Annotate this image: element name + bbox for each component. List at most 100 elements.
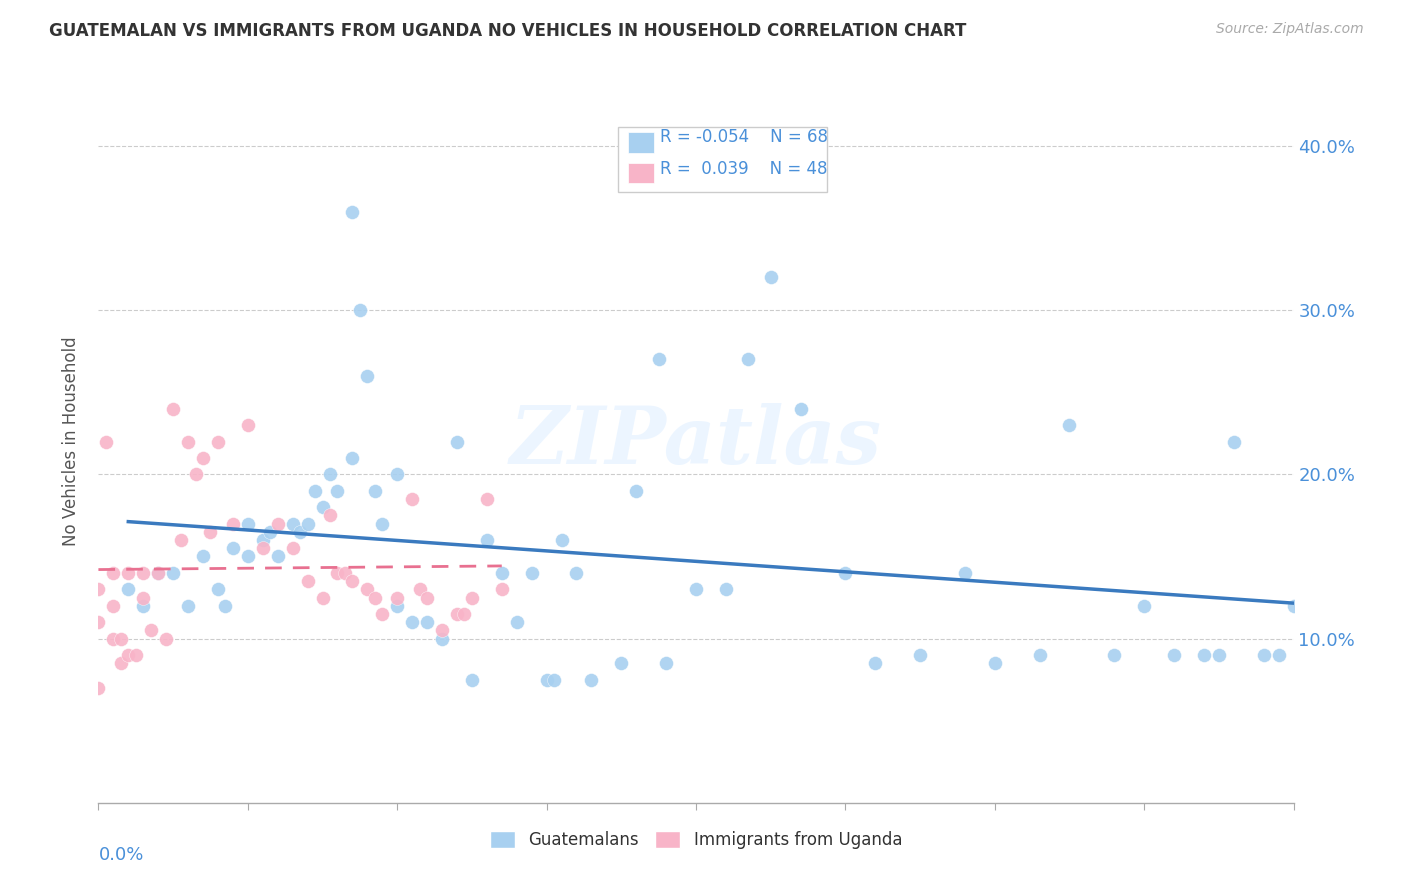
Point [385, 599, 409, 613]
Point [236, 549, 259, 564]
Point [1253, 648, 1275, 662]
Point [789, 401, 811, 416]
Point [626, 483, 648, 498]
Point [647, 352, 669, 367]
Point [333, 566, 356, 580]
Point [236, 418, 259, 433]
Point [132, 591, 155, 605]
Legend: Guatemalans, Immigrants from Uganda: Guatemalans, Immigrants from Uganda [484, 824, 908, 856]
Point [520, 566, 543, 580]
Point [446, 607, 468, 621]
Point [110, 632, 132, 646]
Point [475, 533, 498, 547]
Point [356, 582, 378, 597]
Point [342, 574, 364, 588]
Point [385, 467, 409, 482]
Point [430, 632, 453, 646]
Bar [628, 162, 654, 183]
Point [117, 648, 139, 662]
Point [685, 582, 707, 597]
Point [222, 516, 245, 531]
Point [1059, 418, 1081, 433]
Point [550, 533, 572, 547]
Point [536, 673, 558, 687]
Point [385, 591, 409, 605]
Point [132, 599, 155, 613]
Point [1267, 648, 1289, 662]
Point [565, 566, 588, 580]
Point [304, 483, 326, 498]
Point [737, 352, 759, 367]
Y-axis label: No Vehicles in Household: No Vehicles in Household [62, 336, 80, 547]
Point [416, 591, 439, 605]
Point [87, 582, 110, 597]
Point [984, 657, 1007, 671]
Point [236, 516, 259, 531]
Point [207, 434, 229, 449]
Bar [628, 132, 654, 153]
Text: GUATEMALAN VS IMMIGRANTS FROM UGANDA NO VEHICLES IN HOUSEHOLD CORRELATION CHART: GUATEMALAN VS IMMIGRANTS FROM UGANDA NO … [49, 22, 966, 40]
Point [139, 624, 162, 638]
Point [1133, 599, 1156, 613]
Point [1028, 648, 1050, 662]
Point [1104, 648, 1126, 662]
Point [155, 632, 177, 646]
Point [311, 500, 333, 515]
Point [506, 615, 529, 630]
Point [87, 681, 110, 695]
Point [252, 533, 274, 547]
Point [1208, 648, 1230, 662]
Point [319, 508, 342, 523]
Point [177, 599, 200, 613]
Point [200, 524, 222, 539]
Point [222, 541, 245, 556]
Point [319, 467, 342, 482]
Point [297, 574, 319, 588]
Text: R =  0.039    N = 48: R = 0.039 N = 48 [661, 161, 828, 178]
Point [103, 566, 125, 580]
Point [207, 582, 229, 597]
Point [311, 591, 333, 605]
Point [475, 491, 498, 506]
Point [110, 657, 132, 671]
Point [148, 566, 170, 580]
FancyBboxPatch shape [619, 128, 827, 193]
Point [94, 434, 117, 449]
Point [953, 566, 976, 580]
Point [759, 270, 782, 285]
Point [184, 467, 207, 482]
Point [288, 524, 311, 539]
Point [326, 483, 349, 498]
Point [401, 491, 423, 506]
Point [491, 566, 513, 580]
Point [356, 368, 378, 383]
Point [416, 615, 439, 630]
Point [148, 566, 170, 580]
Point [349, 303, 371, 318]
Point [214, 599, 236, 613]
Point [267, 516, 290, 531]
Point [655, 657, 678, 671]
Point [191, 549, 214, 564]
Point [162, 566, 184, 580]
Point [610, 657, 633, 671]
Point [125, 648, 148, 662]
Point [87, 615, 110, 630]
Point [430, 624, 453, 638]
Point [103, 632, 125, 646]
Point [408, 582, 430, 597]
Point [281, 516, 304, 531]
Point [1192, 648, 1215, 662]
Point [581, 673, 603, 687]
Point [834, 566, 856, 580]
Point [491, 582, 513, 597]
Text: R = -0.054    N = 68: R = -0.054 N = 68 [661, 128, 828, 145]
Point [364, 483, 387, 498]
Point [117, 566, 139, 580]
Point [259, 524, 281, 539]
Text: 0.0%: 0.0% [98, 847, 143, 864]
Point [371, 607, 394, 621]
Point [446, 434, 468, 449]
Point [297, 516, 319, 531]
Point [342, 204, 364, 219]
